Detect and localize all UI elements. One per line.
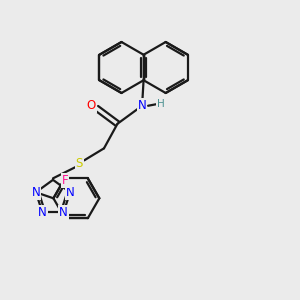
Text: N: N bbox=[32, 186, 40, 199]
Text: F: F bbox=[61, 174, 68, 187]
Text: S: S bbox=[76, 157, 83, 170]
Text: O: O bbox=[86, 99, 96, 112]
Text: N: N bbox=[138, 99, 146, 112]
Text: H: H bbox=[157, 99, 165, 109]
Text: N: N bbox=[59, 206, 68, 219]
Text: N: N bbox=[38, 206, 47, 219]
Text: N: N bbox=[66, 186, 74, 199]
